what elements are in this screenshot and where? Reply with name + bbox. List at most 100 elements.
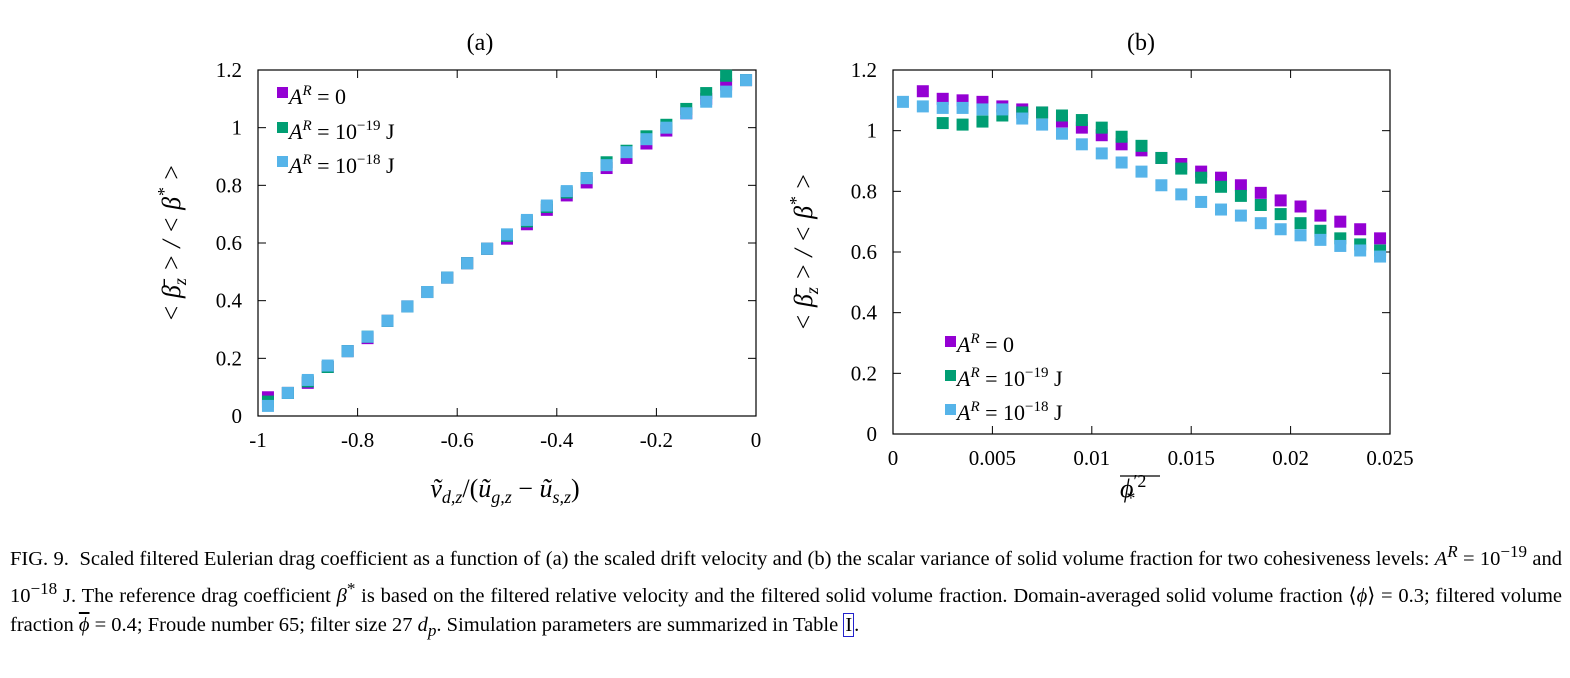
x-tick-label: 0.005 (969, 446, 1016, 470)
panel-b: (b) 0 0.005 0.01 0.015 0.02 0.025 0 0.2 0.4 0.6 0.… (786, 30, 1414, 508)
data-point-b-series-3 (1374, 250, 1387, 263)
data-point-b-series-2 (1135, 139, 1148, 152)
caption-symbol: d (417, 613, 428, 636)
panel-a-xlabel: ṽd,z/(ũg,z − ũs,z) (430, 474, 579, 507)
data-point-b-series-3 (1115, 156, 1128, 169)
panel-a-ticks: -1 -0.8 -0.6 -0.4 -0.2 0 0 0.2 0.4 0.6 0.8 1 1.2 (216, 58, 762, 452)
data-point-a-series-3 (640, 133, 653, 146)
caption-text: ⟩ = 0.3; filtered volume fraction (10, 584, 1562, 636)
data-point-b-series-1 (1274, 194, 1287, 207)
legend-b-marker-1 (945, 336, 956, 347)
data-point-b-series-1 (936, 92, 949, 105)
x-tick-label: 0.025 (1366, 446, 1413, 470)
data-point-b-series-2 (1115, 130, 1128, 143)
figure: (a) -1 -0.8 -0.6 -0.4 -0.2 0 0 0.2 0.4 0.6 0.8 1 1.2… (154, 30, 1414, 508)
data-point-b-series-3 (1234, 209, 1247, 222)
data-point-a-series-3 (441, 271, 454, 284)
y-tick-label: 0.2 (216, 346, 242, 370)
y-tick-label: 0 (232, 404, 243, 428)
data-point-b-series-1 (1354, 223, 1367, 236)
data-point-b-series-3 (1036, 118, 1049, 131)
data-point-b-series-2 (1036, 106, 1049, 119)
data-point-b-series-2 (1215, 180, 1228, 193)
data-point-a-series-3 (520, 213, 533, 226)
panel-b-points (896, 85, 1387, 263)
legend-a-label-1: AR = 0 (287, 83, 346, 109)
y-tick-label: 0.2 (851, 361, 877, 385)
data-point-b-series-1 (1234, 179, 1247, 192)
legend-a-label-2: AR = 10−19 J (287, 118, 395, 144)
data-point-a-series-3 (261, 399, 274, 412)
panel-b-ticks: 0 0.005 0.01 0.015 0.02 0.025 0 0.2 0.4 0.6 0.8 1 1.… (851, 58, 1414, 470)
panel-b-legend: AR = 0 AR = 10−19 J AR = 10−18 J (945, 331, 1063, 425)
x-tick-label: 0.01 (1073, 446, 1110, 470)
data-point-b-series-2 (1055, 109, 1068, 122)
data-point-a-series-3 (600, 159, 613, 172)
data-point-a-series-3 (660, 121, 673, 134)
data-point-a-series-3 (321, 359, 334, 372)
data-point-a-series-3 (620, 146, 633, 159)
legend-b-label-2: AR = 10−19 J (955, 365, 1063, 391)
x-tick-label: 0 (888, 446, 899, 470)
y-tick-label: 0.4 (851, 301, 878, 325)
x-tick-label: -1 (249, 428, 267, 452)
data-point-b-series-1 (1314, 209, 1327, 222)
caption-text: and 10 (10, 547, 1562, 607)
x-tick-label: -0.4 (540, 428, 574, 452)
table-reference-link[interactable]: I (843, 612, 855, 637)
data-point-b-series-3 (956, 101, 969, 114)
caption-symbol: ϕ (78, 613, 90, 636)
caption-symbol: ϕ (1356, 584, 1368, 607)
data-point-a-series-3 (540, 199, 553, 212)
figure-caption: FIG. 9. Scaled filtered Eulerian drag co… (10, 537, 1562, 645)
data-point-b-series-2 (1254, 198, 1267, 211)
data-point-b-series-1 (1294, 200, 1307, 213)
data-point-a-series-3 (501, 228, 513, 241)
data-point-a-series-3 (700, 95, 713, 108)
y-tick-label: 1 (232, 116, 243, 140)
legend-a-marker-3 (277, 156, 288, 167)
caption-text: = 0.4; Froude number 65; filter size 27 (89, 613, 418, 636)
data-point-b-series-2 (1175, 162, 1188, 175)
data-point-b-series-2 (976, 115, 989, 128)
data-point-b-series-1 (916, 85, 929, 98)
data-point-b-series-3 (1294, 229, 1307, 242)
data-point-b-series-3 (1215, 203, 1228, 216)
data-point-a-series-3 (461, 257, 474, 270)
data-point-b-series-3 (1334, 239, 1347, 252)
data-point-b-series-3 (1155, 179, 1168, 192)
data-point-b-series-2 (1294, 217, 1307, 230)
data-point-a-series-3 (740, 74, 753, 87)
data-point-b-series-3 (1095, 147, 1108, 160)
legend-a-marker-1 (277, 87, 288, 98)
x-tick-label: 0.015 (1168, 446, 1215, 470)
data-point-b-series-3 (1354, 244, 1367, 257)
data-point-a-series-3 (381, 314, 394, 327)
data-point-b-series-2 (1075, 114, 1088, 127)
y-tick-label: 1.2 (216, 58, 242, 82)
data-point-b-series-3 (1314, 233, 1327, 246)
caption-label: FIG. 9. (10, 547, 69, 570)
caption-symbol-sup: R (1447, 542, 1458, 561)
caption-exponent: −19 (1500, 542, 1528, 561)
x-tick-label: -0.2 (640, 428, 673, 452)
y-tick-label: 1.2 (851, 58, 877, 82)
caption-text: is based on the filtered relative veloci… (355, 584, 1357, 607)
data-point-a-series-3 (281, 386, 294, 399)
caption-text: Scaled filtered Eulerian drag coefficien… (79, 547, 1435, 570)
data-point-b-series-2 (1095, 121, 1108, 134)
data-point-b-series-1 (1334, 215, 1347, 228)
legend-a-marker-2 (277, 122, 288, 133)
y-tick-label: 0.4 (216, 289, 243, 313)
caption-exponent: −18 (30, 578, 58, 598)
data-point-b-series-2 (956, 118, 969, 131)
data-point-b-series-1 (1254, 186, 1267, 199)
panel-a-points (261, 69, 753, 412)
caption-text: . (854, 613, 860, 636)
data-point-b-series-2 (1274, 208, 1287, 221)
y-tick-label: 0.8 (216, 173, 242, 197)
data-point-a-series-3 (341, 345, 354, 358)
x-tick-label: -0.8 (341, 428, 374, 452)
panel-a-legend: AR = 0 AR = 10−19 J AR = 10−18 J (277, 83, 395, 178)
panel-a-label: (a) (467, 30, 494, 56)
